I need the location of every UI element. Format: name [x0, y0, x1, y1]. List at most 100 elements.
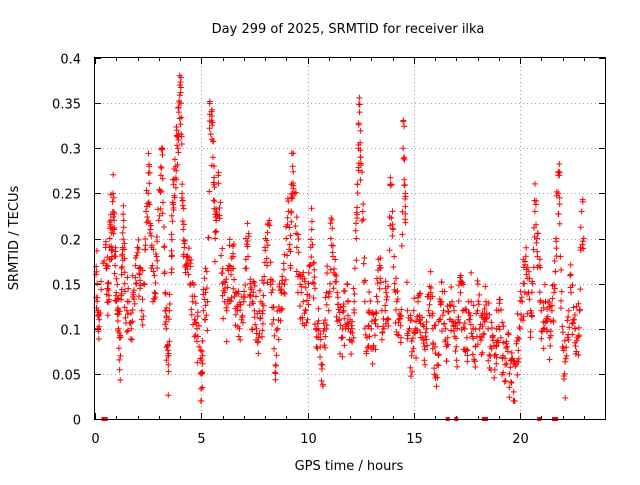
data-point — [377, 254, 384, 261]
data-point — [526, 275, 533, 282]
data-point — [244, 237, 251, 244]
data-point — [259, 310, 266, 317]
data-point — [96, 316, 103, 323]
data-point — [221, 298, 228, 305]
data-point — [479, 349, 486, 356]
data-point — [466, 316, 473, 323]
data-point — [188, 256, 195, 263]
data-point — [180, 237, 187, 244]
data-point — [467, 312, 474, 319]
data-point — [500, 323, 507, 330]
data-point — [564, 317, 571, 324]
data-point — [372, 346, 379, 353]
data-point — [537, 299, 544, 306]
data-point — [382, 278, 389, 285]
data-point — [475, 301, 482, 308]
data-point — [246, 291, 253, 298]
data-point — [365, 343, 372, 350]
y-tick-label: 0.1 — [60, 324, 81, 339]
data-point — [111, 270, 118, 277]
data-point — [464, 352, 471, 359]
data-point — [330, 269, 337, 276]
data-point — [232, 311, 239, 318]
data-point — [356, 109, 363, 116]
data-point — [157, 205, 164, 212]
data-point — [580, 235, 587, 242]
data-point — [105, 296, 112, 303]
data-points — [93, 72, 587, 421]
y-tick-label: 0 — [73, 414, 81, 429]
data-point — [423, 336, 430, 343]
data-point — [417, 290, 424, 297]
data-point — [215, 169, 222, 176]
data-point — [322, 294, 329, 301]
data-point — [369, 360, 376, 367]
data-point — [491, 366, 498, 373]
data-point — [257, 314, 264, 321]
data-point — [398, 242, 405, 249]
data-point — [401, 123, 408, 130]
data-point — [286, 224, 293, 231]
data-point — [402, 210, 409, 217]
data-point — [464, 358, 471, 365]
data-point — [445, 341, 452, 348]
data-point — [348, 322, 355, 329]
data-point — [445, 308, 452, 315]
data-point — [317, 354, 324, 361]
data-point — [230, 285, 237, 292]
data-point — [187, 260, 194, 267]
data-point — [540, 304, 547, 311]
data-point — [506, 370, 513, 377]
data-point — [224, 284, 231, 291]
data-point — [273, 352, 280, 359]
data-point — [514, 371, 521, 378]
data-point — [298, 283, 305, 290]
data-point — [223, 276, 230, 283]
data-point — [528, 289, 535, 296]
data-point — [472, 326, 479, 333]
data-point — [120, 224, 127, 231]
data-point — [176, 99, 183, 106]
data-point — [475, 298, 482, 305]
data-point — [154, 265, 161, 272]
data-point — [292, 223, 299, 230]
data-point — [272, 362, 279, 369]
data-point — [357, 147, 364, 154]
data-point — [474, 307, 481, 314]
data-point — [465, 298, 472, 305]
data-point — [230, 241, 237, 248]
data-point — [556, 169, 563, 176]
data-point — [304, 297, 311, 304]
data-point — [194, 333, 201, 340]
data-point — [132, 262, 139, 269]
data-point — [390, 226, 397, 233]
data-point — [180, 221, 187, 228]
data-point — [570, 304, 577, 311]
data-point — [96, 323, 103, 330]
data-point — [533, 239, 540, 246]
data-point — [152, 251, 159, 258]
data-point — [154, 257, 161, 264]
data-point — [230, 276, 237, 283]
data-point — [199, 352, 206, 359]
data-point — [442, 336, 449, 343]
data-point — [486, 352, 493, 359]
data-point — [271, 332, 278, 339]
data-point — [201, 316, 208, 323]
data-point — [354, 204, 361, 211]
data-point — [483, 310, 490, 317]
data-point — [95, 328, 102, 335]
data-point — [308, 218, 315, 225]
data-point — [178, 114, 185, 121]
data-point — [559, 323, 566, 330]
data-point — [226, 236, 233, 243]
data-point — [446, 301, 453, 308]
data-point — [301, 275, 308, 282]
data-point — [529, 278, 536, 285]
data-point — [107, 191, 114, 198]
data-point — [383, 316, 390, 323]
data-point — [549, 295, 556, 302]
data-point — [453, 335, 460, 342]
data-point — [395, 319, 402, 326]
